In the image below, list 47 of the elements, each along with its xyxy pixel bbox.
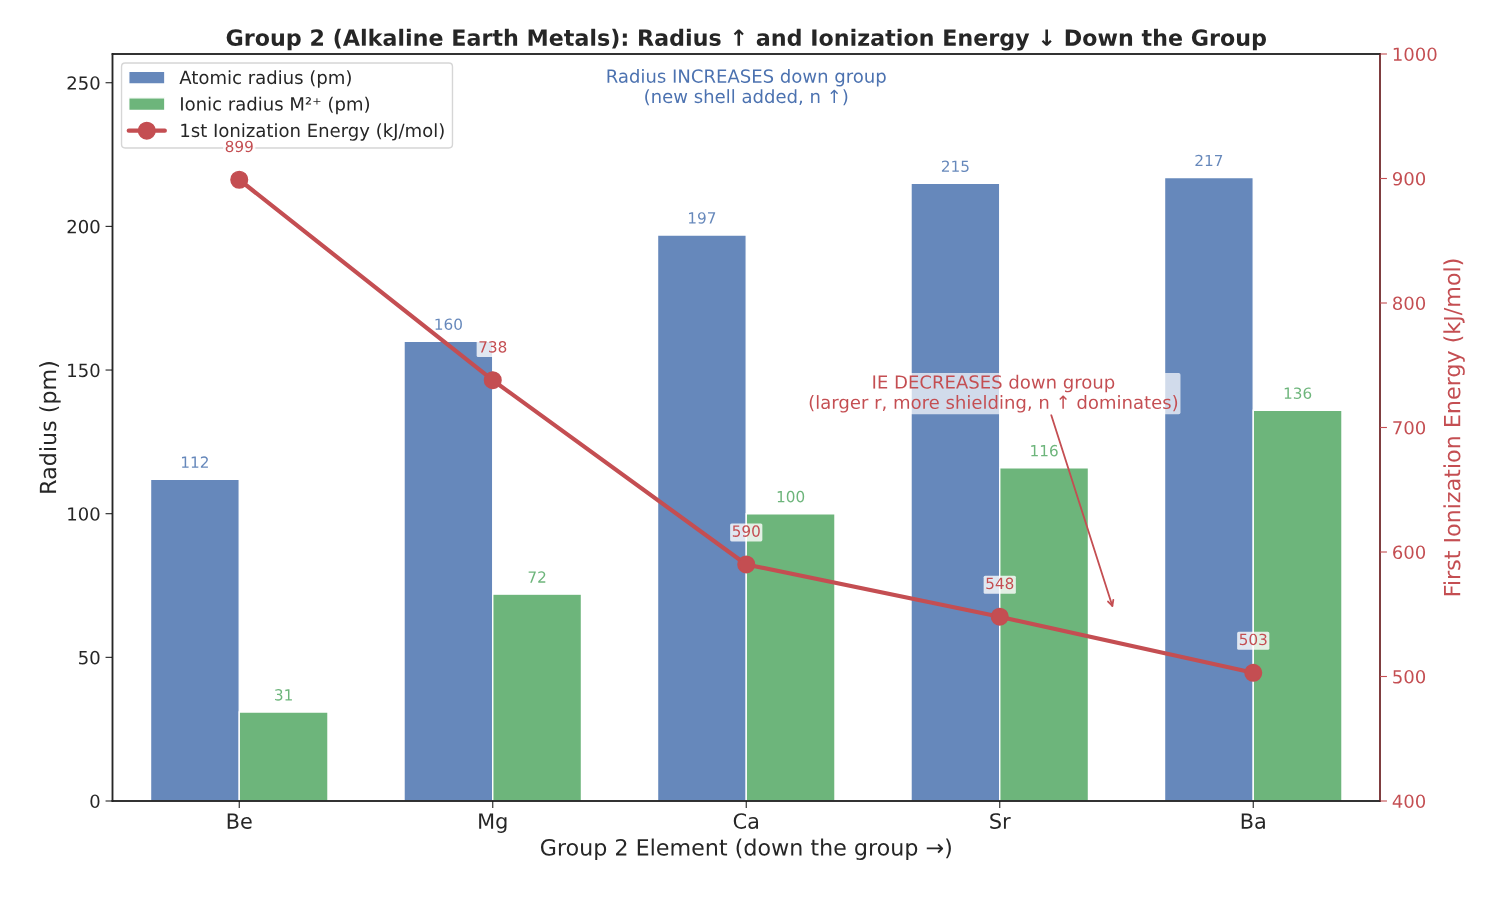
data-label: 899 bbox=[225, 140, 253, 153]
data-label: 217 bbox=[1195, 154, 1223, 167]
data-label: 503 bbox=[1239, 633, 1267, 646]
annotation: IE DECREASES down group (larger r, more shielding, n ↑ dominates) bbox=[809, 374, 1178, 413]
y-tick-label: 100 bbox=[68, 507, 100, 521]
data-label: 160 bbox=[435, 318, 462, 331]
y2-tick-label: 800 bbox=[1393, 296, 1426, 311]
annotation: Radius INCREASES down group (new shell added, n ↑) bbox=[607, 68, 886, 106]
x-tick-label: Ca bbox=[733, 813, 759, 829]
y-tick-label: 0 bbox=[90, 794, 100, 809]
data-label: 136 bbox=[1284, 387, 1312, 399]
point bbox=[1244, 663, 1263, 682]
point bbox=[990, 607, 1009, 626]
data-label: 116 bbox=[1031, 444, 1058, 457]
y2-tick-label: 400 bbox=[1392, 794, 1426, 809]
legend-label: Atomic radius (pm) bbox=[179, 70, 351, 88]
x-tick-label: Sr bbox=[990, 813, 1011, 829]
y-axis-title: Radius (pm) bbox=[39, 362, 61, 493]
y-tick-label: 50 bbox=[79, 650, 100, 665]
chart-title: Group 2 (Alkaline Earth Metals): Radius ↑ and Ionization Energy ↓ Down the Group bbox=[226, 28, 1266, 51]
y2-tick-label: 1000 bbox=[1393, 47, 1437, 62]
data-label: 72 bbox=[528, 571, 546, 583]
y-tick-label: 150 bbox=[68, 363, 100, 378]
data-label: 100 bbox=[777, 490, 805, 503]
x-tick-label: Mg bbox=[479, 813, 507, 833]
y2-tick-label: 600 bbox=[1393, 545, 1426, 560]
y2-tick-label: 900 bbox=[1392, 171, 1426, 186]
data-label: 548 bbox=[986, 577, 1014, 590]
data-label: 738 bbox=[479, 341, 507, 353]
legend-label: 1st Ionization Energy (kJ/mol) bbox=[181, 123, 444, 141]
data-label: 31 bbox=[275, 689, 292, 701]
data-label: 590 bbox=[732, 525, 760, 537]
point bbox=[230, 170, 249, 189]
y2-axis-title: First Ionization Energy (kJ/mol) bbox=[1443, 259, 1465, 596]
point bbox=[483, 371, 502, 390]
y-tick-label: 200 bbox=[67, 219, 100, 234]
x-axis-title: Group 2 Element (down the group →) bbox=[540, 838, 951, 861]
x-tick-label: Ba bbox=[1241, 813, 1265, 829]
legend-label: Ionic radius M²⁺ (pm) bbox=[181, 96, 370, 115]
data-label: 197 bbox=[688, 212, 716, 224]
x-tick-label: Be bbox=[227, 813, 252, 829]
y2-tick-label: 700 bbox=[1393, 420, 1426, 435]
y2-tick-label: 500 bbox=[1393, 669, 1426, 684]
y-tick-label: 250 bbox=[67, 76, 100, 90]
data-label: 112 bbox=[181, 456, 208, 468]
point bbox=[737, 555, 756, 574]
data-label: 215 bbox=[941, 160, 969, 172]
